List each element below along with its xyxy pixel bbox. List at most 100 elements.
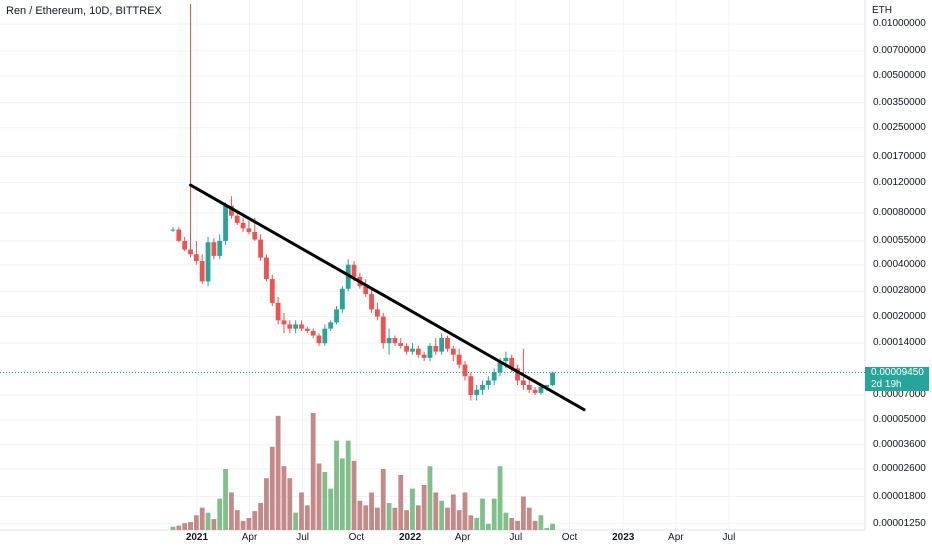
chart-title[interactable]: Ren / Ethereum, 10D, BITTREX <box>6 5 162 17</box>
candle <box>211 238 217 260</box>
volume-bar <box>316 463 322 530</box>
candle-body <box>339 288 345 310</box>
candle <box>380 312 386 349</box>
candle <box>415 345 421 358</box>
volume-bar <box>328 488 334 530</box>
time-tick-label: Jul <box>722 532 736 543</box>
volume-bar <box>485 523 491 530</box>
candle <box>521 348 526 390</box>
volume-bar <box>433 492 439 530</box>
candle-body <box>334 309 339 323</box>
price-tick-label: 0.00500000 <box>873 69 926 81</box>
candle <box>363 279 369 297</box>
price-tick-label: 0.00007000 <box>873 388 926 400</box>
candle <box>392 335 398 346</box>
candle-body <box>287 324 293 329</box>
candle-body <box>456 354 462 365</box>
candle-body <box>485 380 491 386</box>
volume-bar <box>480 498 485 530</box>
time-tick-label: Jul <box>296 532 310 543</box>
candle <box>199 254 205 284</box>
volume-bar <box>199 507 205 530</box>
candle-body <box>188 249 193 255</box>
volume-bar <box>363 505 369 530</box>
candle <box>369 288 374 313</box>
trendline <box>189 183 586 412</box>
volume-bar <box>211 519 217 530</box>
candle-body <box>532 389 538 393</box>
candle <box>445 335 450 352</box>
candle <box>264 254 269 282</box>
volume-bar <box>392 507 398 530</box>
candle <box>410 343 415 355</box>
candle-body <box>445 338 450 349</box>
volume-bar <box>538 515 544 530</box>
last-price-value: 0.00009450 <box>871 367 924 378</box>
candle <box>322 324 328 346</box>
candle-body <box>304 328 310 331</box>
volume-bars <box>170 413 555 530</box>
volume-bar <box>345 440 351 530</box>
candle-body <box>526 385 532 390</box>
candle <box>176 227 182 243</box>
candle <box>386 328 392 355</box>
candle-body <box>193 254 199 262</box>
time-tick-label: Apr <box>454 532 471 543</box>
candle-body <box>404 345 409 352</box>
volume-bar <box>176 525 182 530</box>
price-tick-label: 0.00005000 <box>873 414 926 426</box>
candle-body <box>544 385 550 387</box>
price-unit-label: ETH <box>872 5 892 16</box>
volume-bar <box>386 503 392 530</box>
candle <box>217 234 223 260</box>
candle <box>404 343 409 355</box>
candle <box>281 312 287 334</box>
candle-body <box>538 386 544 393</box>
volume-bar <box>304 505 310 530</box>
candle <box>450 345 456 362</box>
candle <box>246 220 252 235</box>
volume-bar <box>503 512 509 530</box>
volume-bar <box>445 507 450 530</box>
candle <box>193 240 199 265</box>
volume-bar <box>299 492 304 530</box>
price-tick-label: 0.00055000 <box>873 234 926 246</box>
candle-body <box>310 330 316 336</box>
candle <box>205 236 211 287</box>
time-tick-label: Oct <box>561 532 578 543</box>
candle <box>258 234 263 262</box>
volume-bar <box>287 478 293 530</box>
volume-bar <box>234 510 240 530</box>
time-tick-label: 2023 <box>612 532 635 543</box>
candle-body <box>427 345 433 358</box>
price-tick-label: 0.01000000 <box>873 18 926 30</box>
candle-body <box>503 357 509 362</box>
volume-bar <box>334 440 339 530</box>
volume-bar <box>322 471 328 530</box>
volume-bar <box>509 518 515 530</box>
candle-body <box>264 257 269 280</box>
volume-bar <box>521 496 526 530</box>
volume-bar <box>351 460 357 530</box>
candle-body <box>299 324 304 329</box>
time-tick-label: 2022 <box>398 532 422 543</box>
candle-body <box>240 222 246 229</box>
candle-body <box>509 357 515 369</box>
volume-bar <box>369 492 374 530</box>
volume-bar <box>375 507 380 530</box>
volume-bar <box>427 466 433 530</box>
volume-bar <box>170 526 176 530</box>
candle-body <box>363 286 369 295</box>
candle-body <box>211 242 217 256</box>
volume-bar <box>188 521 193 530</box>
candle <box>328 320 334 331</box>
candle-body <box>199 261 205 282</box>
candle <box>334 306 339 325</box>
volume-bar <box>456 510 462 530</box>
volume-bar <box>421 484 427 530</box>
candle <box>462 361 468 381</box>
candle-body <box>223 205 228 241</box>
last-price-tag: 0.00009450 2d 19h <box>865 367 929 391</box>
price-tick-label: 0.00040000 <box>873 258 926 270</box>
